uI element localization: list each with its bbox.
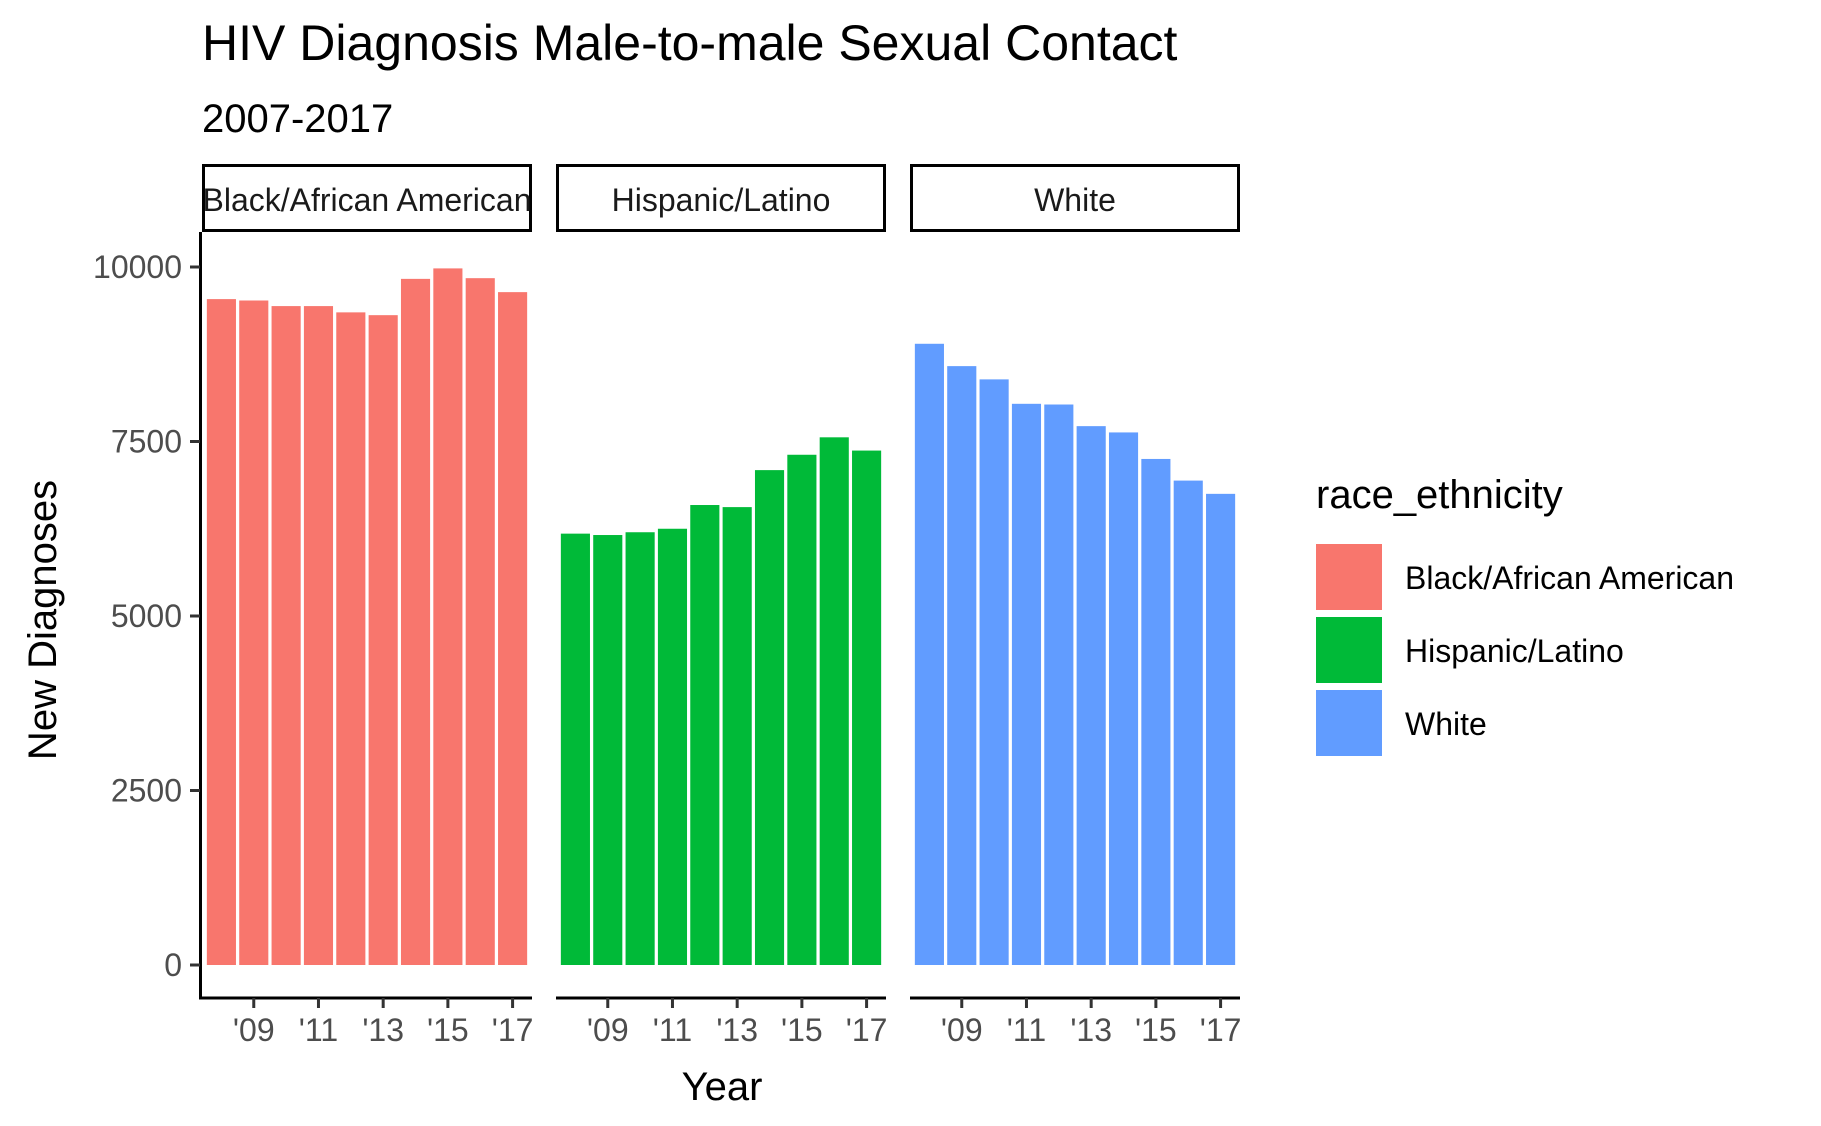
bar xyxy=(1076,426,1106,965)
bar xyxy=(722,507,752,965)
bar xyxy=(690,505,720,965)
x-axis-label: Year xyxy=(682,1065,763,1109)
bar xyxy=(498,292,528,965)
legend-title: race_ethnicity xyxy=(1316,473,1563,517)
x-tick-label: '15 xyxy=(781,1012,823,1048)
bar xyxy=(754,470,785,965)
x-tick-label: '17 xyxy=(1200,1012,1242,1048)
bar xyxy=(271,306,301,966)
bar xyxy=(1173,480,1203,965)
bar xyxy=(787,454,817,965)
chart-subtitle: 2007-2017 xyxy=(202,97,393,141)
facet-panel-2: Hispanic/Latino '09 '11 '13 '15 '17 xyxy=(556,164,888,1048)
legend-key-3 xyxy=(1316,690,1382,756)
bar xyxy=(1011,403,1042,965)
x-tick-label: '13 xyxy=(716,1012,758,1048)
x-tick-label: '15 xyxy=(427,1012,469,1048)
bar xyxy=(433,268,463,965)
facet-strip-label: White xyxy=(1034,182,1116,218)
y-axis-label: New Diagnoses xyxy=(21,480,65,760)
bar xyxy=(852,450,882,965)
legend-label: Black/African American xyxy=(1405,560,1734,596)
x-tick-label: '17 xyxy=(492,1012,534,1048)
bar xyxy=(465,278,495,965)
facet-panel-3: White '09 '11 '13 '15 '17 xyxy=(910,164,1242,1048)
bar xyxy=(914,343,944,965)
y-tick-label: 5000 xyxy=(111,598,182,634)
facet-strip-label: Hispanic/Latino xyxy=(612,182,831,218)
bar xyxy=(593,535,623,965)
bar xyxy=(1108,432,1139,965)
legend-label: White xyxy=(1405,706,1487,742)
facet-strip-label: Black/African American xyxy=(202,182,531,218)
bar xyxy=(560,533,590,965)
x-tick-label: '15 xyxy=(1135,1012,1177,1048)
x-tick-label: '09 xyxy=(587,1012,629,1048)
facet-strip-2 xyxy=(556,164,886,232)
bar xyxy=(1044,404,1074,965)
bar xyxy=(979,379,1009,965)
x-tick-label: '11 xyxy=(1007,1012,1046,1048)
chart-title: HIV Diagnosis Male-to-male Sexual Contac… xyxy=(202,15,1178,71)
bar xyxy=(368,315,398,965)
bar xyxy=(303,306,334,966)
bar xyxy=(819,437,849,965)
x-tick-label: '13 xyxy=(362,1012,404,1048)
bar xyxy=(657,528,688,965)
x-tick-label: '11 xyxy=(653,1012,692,1048)
x-tick-label: '13 xyxy=(1070,1012,1112,1048)
facet-strip-1 xyxy=(202,164,532,232)
y-tick-label: 2500 xyxy=(111,773,182,809)
y-tick-label: 7500 xyxy=(111,424,182,460)
legend-label: Hispanic/Latino xyxy=(1405,633,1624,669)
bar xyxy=(625,532,655,965)
facet-panels: Black/African American'09'11'13'15'17His… xyxy=(202,164,1242,1048)
bar xyxy=(239,300,269,965)
facet-strip-3 xyxy=(910,164,1240,232)
x-tick-label: '09 xyxy=(941,1012,983,1048)
bar xyxy=(1141,458,1171,965)
x-tick-label: '17 xyxy=(846,1012,888,1048)
bar xyxy=(206,299,236,965)
x-tick-label: '09 xyxy=(233,1012,275,1048)
bar xyxy=(336,312,366,965)
x-tick-label: '11 xyxy=(299,1012,338,1048)
legend: race_ethnicity Black/African American His… xyxy=(1316,473,1734,756)
bar xyxy=(1206,493,1236,965)
legend-key-2 xyxy=(1316,617,1382,683)
legend-key-1 xyxy=(1316,544,1382,610)
bar xyxy=(947,366,977,965)
y-tick-label: 0 xyxy=(164,947,182,983)
y-tick-label: 10000 xyxy=(93,249,182,285)
facet-panel-1: Black/African American '09 '11 '13 '15 '17 xyxy=(202,164,534,1048)
y-axis: 0 2500 5000 7500 10000 xyxy=(93,232,202,1000)
bar xyxy=(400,278,431,965)
